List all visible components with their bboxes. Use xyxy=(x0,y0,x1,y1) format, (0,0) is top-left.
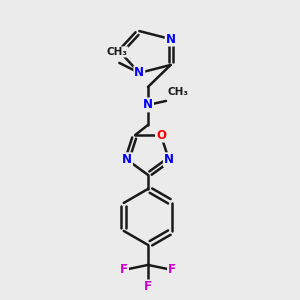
Text: F: F xyxy=(144,280,152,293)
Text: N: N xyxy=(143,98,153,111)
Text: CH₃: CH₃ xyxy=(107,47,128,57)
Text: F: F xyxy=(120,263,128,276)
Text: N: N xyxy=(134,66,144,80)
Text: N: N xyxy=(122,153,132,166)
Text: CH₃: CH₃ xyxy=(167,87,188,97)
Text: O: O xyxy=(156,129,166,142)
Text: N: N xyxy=(164,153,174,166)
Text: N: N xyxy=(166,33,176,46)
Text: F: F xyxy=(168,263,176,276)
